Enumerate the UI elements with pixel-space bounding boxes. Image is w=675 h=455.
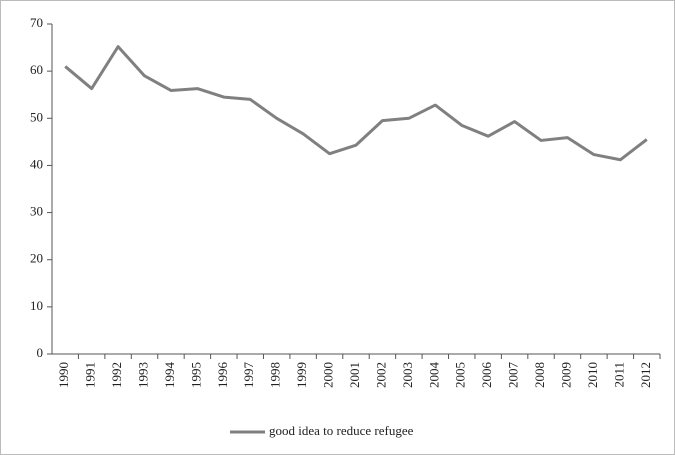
x-tick-label: 1991: [83, 362, 98, 388]
y-tick-label: 10: [30, 298, 43, 313]
x-tick-label: 1995: [188, 362, 203, 388]
x-tick-label: 2009: [558, 362, 573, 388]
x-tick-label: 2000: [321, 362, 336, 388]
x-tick-label: 2002: [373, 362, 388, 388]
x-tick-label: 2006: [479, 362, 494, 389]
x-tick-label: 2011: [611, 362, 626, 388]
x-tick-label: 2008: [532, 362, 547, 388]
x-tick-label: 1996: [215, 362, 230, 389]
y-tick-label: 70: [30, 15, 43, 30]
line-series: [64, 45, 648, 162]
x-tick-label: 1990: [56, 362, 71, 388]
x-tick-label: 1998: [268, 362, 283, 388]
y-tick-label: 40: [30, 156, 43, 171]
x-tick-label: 1994: [162, 362, 177, 389]
x-tick-label: 2003: [400, 362, 415, 388]
x-tick-label: 2010: [585, 362, 600, 388]
x-tick-label: 1997: [241, 362, 256, 389]
x-tick-label: 2012: [638, 362, 653, 388]
y-tick-label: 50: [30, 109, 43, 124]
x-tick-label: 2007: [506, 362, 521, 389]
y-tick-label: 30: [30, 204, 43, 219]
legend-label: good idea to reduce refugee: [269, 423, 414, 438]
x-tick-label: 1993: [136, 362, 151, 388]
x-tick-label: 2005: [453, 362, 468, 388]
x-tick-label: 1999: [294, 362, 309, 388]
y-tick-label: 20: [30, 251, 43, 266]
y-tick-label: 60: [30, 62, 43, 77]
y-tick-label: 0: [37, 345, 44, 360]
x-tick-label: 2001: [347, 362, 362, 388]
x-tick-label: 2004: [426, 362, 441, 389]
x-tick-label: 1992: [109, 362, 124, 388]
